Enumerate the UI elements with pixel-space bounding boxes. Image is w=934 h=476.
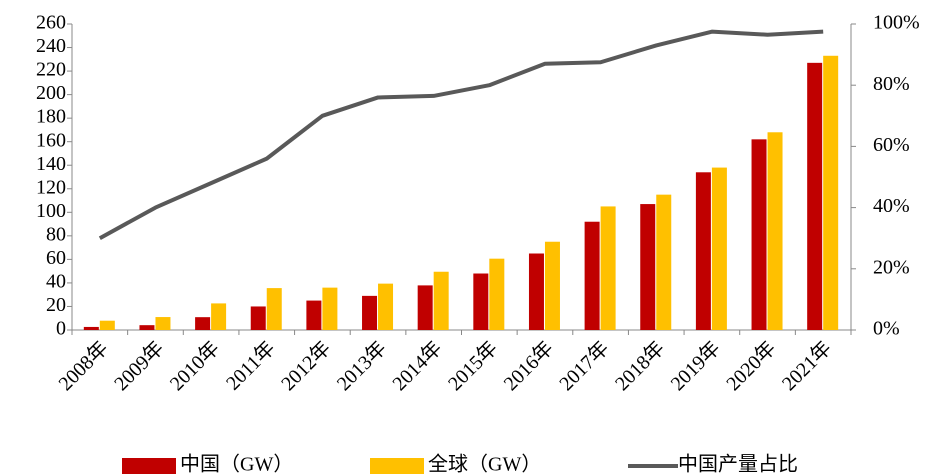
y2-tick-label: 20% — [873, 256, 910, 278]
x-tick-label: 2010年 — [165, 337, 224, 396]
y-tick-label: 100 — [36, 200, 66, 222]
bar — [528, 253, 544, 330]
x-tick-label: 2021年 — [777, 337, 836, 396]
bar — [155, 317, 171, 330]
bar — [322, 287, 338, 330]
bar — [250, 306, 266, 330]
y-tick-label: 40 — [46, 271, 66, 293]
y2-tick-label: 100% — [873, 12, 920, 34]
bar — [378, 283, 394, 330]
y2-tick-label: 60% — [873, 134, 910, 156]
x-tick-label: 2012年 — [276, 337, 335, 396]
bar — [807, 62, 823, 330]
legend-label: 中国产量占比 — [678, 453, 798, 476]
bar — [695, 172, 711, 330]
bar — [139, 325, 155, 330]
y-tick-label: 160 — [36, 129, 66, 151]
y-tick-label: 200 — [36, 82, 66, 104]
y2-tick-label: 80% — [873, 73, 910, 95]
bar — [211, 303, 227, 330]
legend-swatch — [370, 458, 424, 474]
bar — [83, 326, 99, 330]
share-line — [98, 29, 824, 240]
y-tick-label: 260 — [36, 12, 66, 34]
y-tick-label: 180 — [36, 106, 66, 128]
x-tick-label: 2017年 — [555, 337, 614, 396]
bar — [823, 55, 839, 331]
bar — [266, 288, 282, 330]
x-tick-label: 2018年 — [610, 337, 669, 396]
bar — [751, 139, 767, 330]
bar — [489, 258, 505, 330]
bar — [767, 132, 783, 330]
y-tick-label: 140 — [36, 153, 66, 175]
x-tick-label: 2016年 — [499, 337, 558, 396]
y-tick-label: 20 — [46, 294, 66, 316]
legend-label: 全球（GW） — [428, 453, 541, 476]
x-tick-label: 2008年 — [54, 337, 113, 396]
bar — [417, 285, 433, 330]
y-tick-label: 240 — [36, 35, 66, 57]
y-tick-label: 120 — [36, 176, 66, 198]
x-tick-label: 2009年 — [110, 337, 169, 396]
x-tick-label: 2015年 — [443, 337, 502, 396]
bar — [306, 300, 322, 330]
bar — [433, 271, 449, 330]
x-tick-label: 2011年 — [221, 337, 279, 395]
bar — [600, 206, 616, 330]
y-tick-label: 60 — [46, 247, 66, 269]
bar — [640, 204, 656, 330]
legend-swatch — [122, 458, 176, 474]
legend-label: 中国（GW） — [180, 453, 293, 476]
y-tick-label: 80 — [46, 223, 66, 245]
bar — [99, 320, 115, 330]
bar — [711, 167, 727, 330]
x-tick-label: 2014年 — [388, 337, 447, 396]
bar — [362, 295, 378, 330]
bar — [544, 241, 560, 330]
x-tick-label: 2013年 — [332, 337, 391, 396]
bar — [195, 317, 211, 330]
y-tick-label: 220 — [36, 59, 66, 81]
y-tick-label: 0 — [56, 318, 66, 340]
bar — [473, 273, 489, 330]
y2-tick-label: 0% — [873, 318, 900, 340]
bar — [656, 194, 672, 330]
bar — [584, 221, 600, 330]
x-tick-label: 2019年 — [666, 337, 725, 396]
x-tick-label: 2020年 — [722, 337, 781, 396]
y2-tick-label: 40% — [873, 195, 910, 217]
